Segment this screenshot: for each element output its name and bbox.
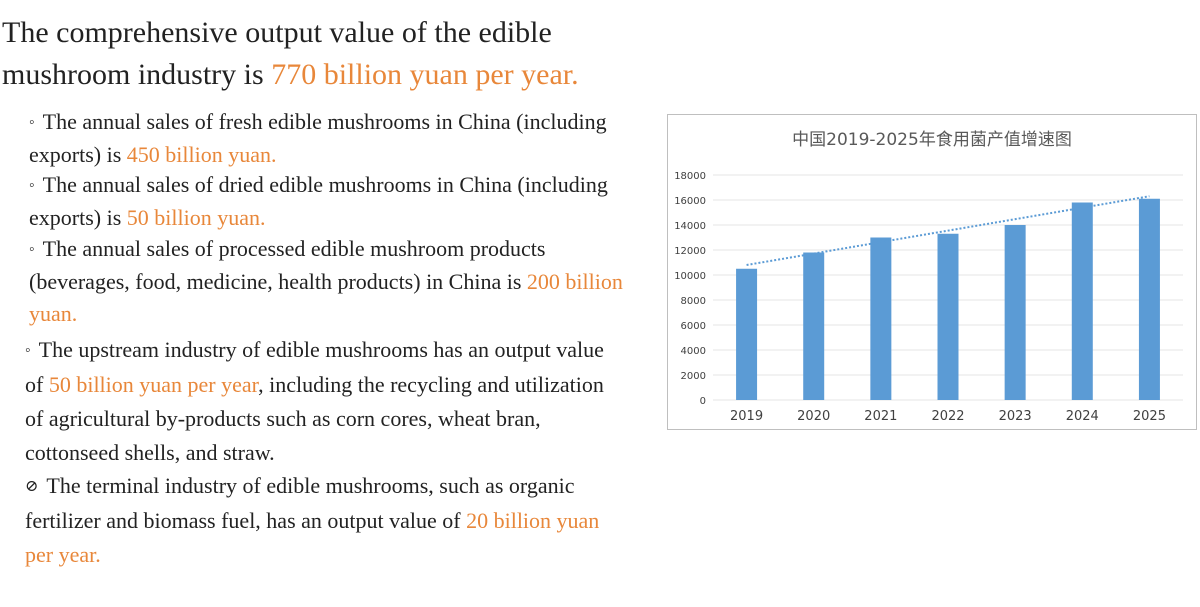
bar-2020 — [803, 252, 825, 400]
x-tick-label: 2022 — [931, 409, 964, 424]
x-tick-label: 2020 — [797, 409, 830, 424]
bar-chart: 中国2019-2025年食用菌产值增速图 0 2000 4000 6000 8000 10… — [674, 130, 1183, 424]
y-tick-label: 2000 — [681, 371, 706, 382]
bullet-text: The annual sales of processed edible mus… — [29, 236, 546, 294]
bullet-fresh-sales: ◦ The annual sales of fresh edible mushro… — [29, 106, 629, 171]
y-tick-label: 10000 — [674, 271, 706, 282]
chart-title: 中国2019-2025年食用菌产值增速图 — [792, 130, 1072, 150]
circle-bullet-icon: ◦ — [25, 342, 31, 359]
bar-2024 — [1071, 202, 1093, 400]
bullet-highlight: 200 billion yuan. — [29, 269, 623, 326]
bar-2021 — [870, 237, 892, 400]
bullet-text: The upstream industry of edible mushroom… — [25, 337, 604, 397]
y-tick-label: 0 — [700, 396, 706, 407]
x-tick-label: 2024 — [1066, 409, 1099, 424]
y-tick-label: 12000 — [674, 246, 706, 257]
x-tick-label: 2021 — [864, 409, 897, 424]
x-tick-label: 2025 — [1133, 409, 1166, 424]
x-tick-label: 2019 — [730, 409, 763, 424]
y-tick-label: 4000 — [681, 346, 706, 357]
y-axis-ticks: 0 2000 4000 6000 8000 10000 12000 14000 16000 180… — [674, 171, 706, 407]
y-tick-label: 18000 — [674, 171, 706, 182]
heading-highlight: 770 billion yuan per year. — [271, 58, 579, 91]
bullet-suffix: , including the recycling and utilizatio… — [25, 372, 604, 465]
bullet-text: The annual sales of dried edible mushroo… — [29, 172, 608, 230]
chart-frame: 中国2019-2025年食用菌产值增速图 0 2000 4000 6000 8000 10… — [667, 114, 1197, 430]
heading-text: The comprehensive output value of the ed… — [2, 16, 552, 91]
bullet-upstream-industry: ◦ The upstream industry of edible mushroo… — [25, 333, 625, 470]
bullet-dried-sales: ◦ The annual sales of dried edible mushro… — [29, 169, 629, 234]
y-tick-label: 8000 — [681, 296, 706, 307]
bullet-highlight: 450 billion yuan. — [126, 142, 277, 167]
circle-bullet-icon: ◦ — [29, 114, 35, 131]
slashed-circle-bullet-icon: ⊘ — [25, 478, 39, 495]
x-axis-ticks: 2019 2020 2021 2022 2023 2024 2025 — [730, 409, 1166, 424]
bullet-highlight: 50 billion yuan. — [126, 205, 266, 230]
y-tick-label: 6000 — [681, 321, 706, 332]
bullet-processed-sales: ◦ The annual sales of processed edible mu… — [29, 233, 629, 330]
x-tick-label: 2023 — [999, 409, 1032, 424]
bullet-highlight: 20 billion yuan per year. — [25, 508, 600, 567]
circle-bullet-icon: ◦ — [29, 241, 35, 258]
bullet-text: The annual sales of fresh edible mushroo… — [29, 109, 607, 167]
bar-2025 — [1138, 198, 1160, 400]
chart-bars — [736, 198, 1160, 400]
bar-2023 — [1004, 225, 1026, 400]
bullet-highlight: 50 billion yuan per year — [48, 372, 259, 397]
circle-bullet-icon: ◦ — [29, 177, 35, 194]
y-tick-label: 14000 — [674, 221, 706, 232]
trend-line — [746, 195, 1150, 266]
bullet-terminal-industry: ⊘ The terminal industry of edible mushroo… — [25, 469, 625, 572]
page-heading: The comprehensive output value of the ed… — [2, 12, 642, 96]
bullet-text: The terminal industry of edible mushroom… — [25, 473, 575, 533]
bar-2022 — [937, 233, 959, 400]
y-tick-label: 16000 — [674, 196, 706, 207]
bar-2019 — [736, 268, 758, 400]
